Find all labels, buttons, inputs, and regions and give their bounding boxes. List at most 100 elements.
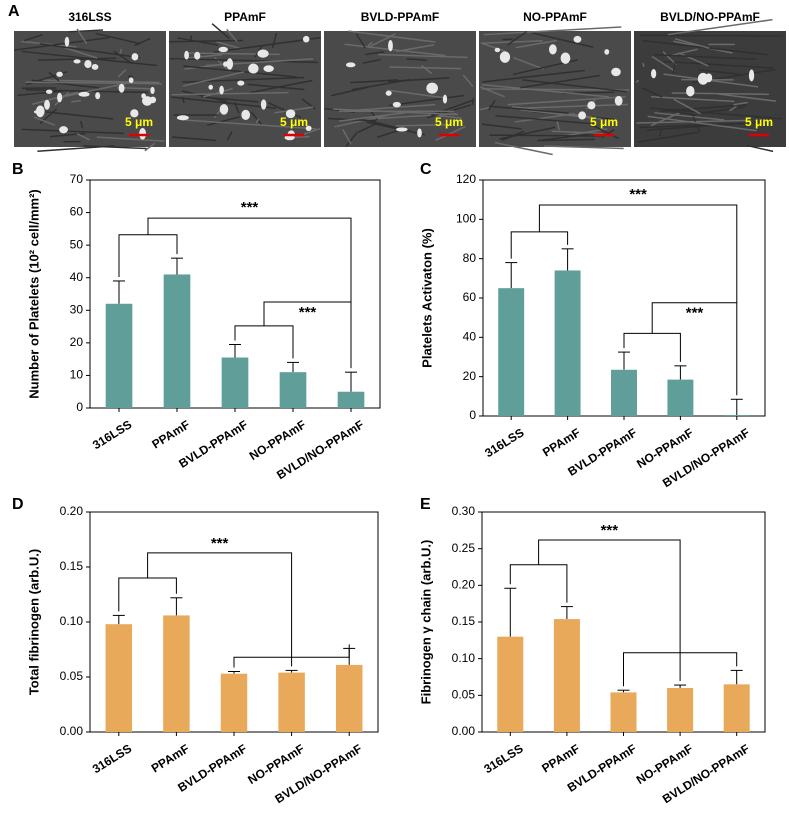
panel-label: E <box>420 496 431 513</box>
cell <box>84 60 92 69</box>
texture <box>144 142 156 152</box>
texture <box>395 124 446 127</box>
cell <box>442 94 448 104</box>
texture <box>42 79 160 84</box>
texture <box>17 90 64 97</box>
texture <box>25 81 162 85</box>
texture <box>32 91 79 105</box>
texture <box>119 48 123 54</box>
x-tick-label: PPAmF <box>149 417 192 451</box>
sem-image <box>324 30 476 148</box>
cell <box>426 82 438 94</box>
y-tick-label: 0.15 <box>60 559 84 573</box>
texture <box>71 99 81 103</box>
texture <box>647 115 757 132</box>
significance-bracket <box>651 302 738 396</box>
texture <box>68 29 104 33</box>
bar <box>278 672 305 732</box>
y-tick-label: 60 <box>463 290 477 304</box>
texture <box>49 132 86 138</box>
texture <box>211 23 230 40</box>
texture <box>274 106 314 114</box>
cell <box>45 89 53 94</box>
y-tick-label: 120 <box>456 172 476 186</box>
texture <box>355 33 366 49</box>
texture <box>342 129 352 145</box>
texture <box>76 28 88 45</box>
bar <box>723 684 750 732</box>
y-tick-label: 0.20 <box>452 578 476 592</box>
texture <box>642 87 663 98</box>
significance-label: *** <box>629 186 647 203</box>
y-tick-label: 60 <box>70 205 84 219</box>
texture <box>249 79 313 94</box>
texture <box>226 131 233 141</box>
texture <box>556 121 560 131</box>
texture <box>169 39 244 43</box>
texture <box>215 40 243 50</box>
significance-label: *** <box>601 522 619 539</box>
y-tick-label: 70 <box>70 172 84 186</box>
texture <box>483 26 622 36</box>
bar <box>667 379 694 416</box>
significance-label: *** <box>299 304 317 321</box>
texture <box>733 101 748 106</box>
texture <box>701 106 745 114</box>
bar <box>610 692 637 732</box>
bar <box>337 391 365 408</box>
cell <box>260 99 267 110</box>
cell <box>499 51 511 63</box>
texture <box>636 119 752 124</box>
texture <box>183 65 297 78</box>
texture <box>362 58 381 64</box>
texture <box>24 34 43 42</box>
cell <box>150 86 155 95</box>
x-tick-label: PPAmF <box>539 741 582 775</box>
texture <box>396 43 435 53</box>
texture <box>333 108 459 116</box>
texture <box>113 50 134 65</box>
texture <box>344 43 446 57</box>
texture <box>650 107 782 120</box>
texture <box>678 52 709 67</box>
significance-label: *** <box>686 305 704 322</box>
panel-label: B <box>12 161 24 178</box>
cell <box>44 99 50 110</box>
significance-label: *** <box>241 199 259 216</box>
texture <box>96 136 165 142</box>
texture <box>671 48 698 57</box>
bar <box>553 619 580 732</box>
texture <box>435 125 466 142</box>
panel-label: A <box>8 3 20 20</box>
cell <box>257 49 269 58</box>
texture <box>247 83 305 91</box>
cell <box>219 104 229 115</box>
cell <box>219 85 224 95</box>
bar <box>279 372 307 408</box>
cell <box>78 91 90 97</box>
texture <box>330 86 367 97</box>
texture <box>729 105 737 112</box>
texture <box>271 32 278 48</box>
texture <box>386 89 446 99</box>
texture <box>117 69 127 78</box>
texture <box>651 55 676 72</box>
sem-image <box>14 28 166 152</box>
texture <box>34 110 114 120</box>
texture <box>489 134 601 137</box>
cell <box>59 126 68 134</box>
texture <box>482 69 585 83</box>
texture <box>513 56 544 70</box>
cell <box>223 61 229 67</box>
y-tick-label: 0.05 <box>452 688 476 702</box>
texture <box>515 39 557 49</box>
bar <box>497 636 524 732</box>
texture <box>433 114 462 119</box>
texture <box>406 58 427 61</box>
texture <box>659 127 663 137</box>
texture <box>33 116 56 126</box>
texture <box>520 108 602 120</box>
cell <box>64 36 70 47</box>
image-title: PPAmF <box>224 10 266 24</box>
texture <box>202 87 233 98</box>
